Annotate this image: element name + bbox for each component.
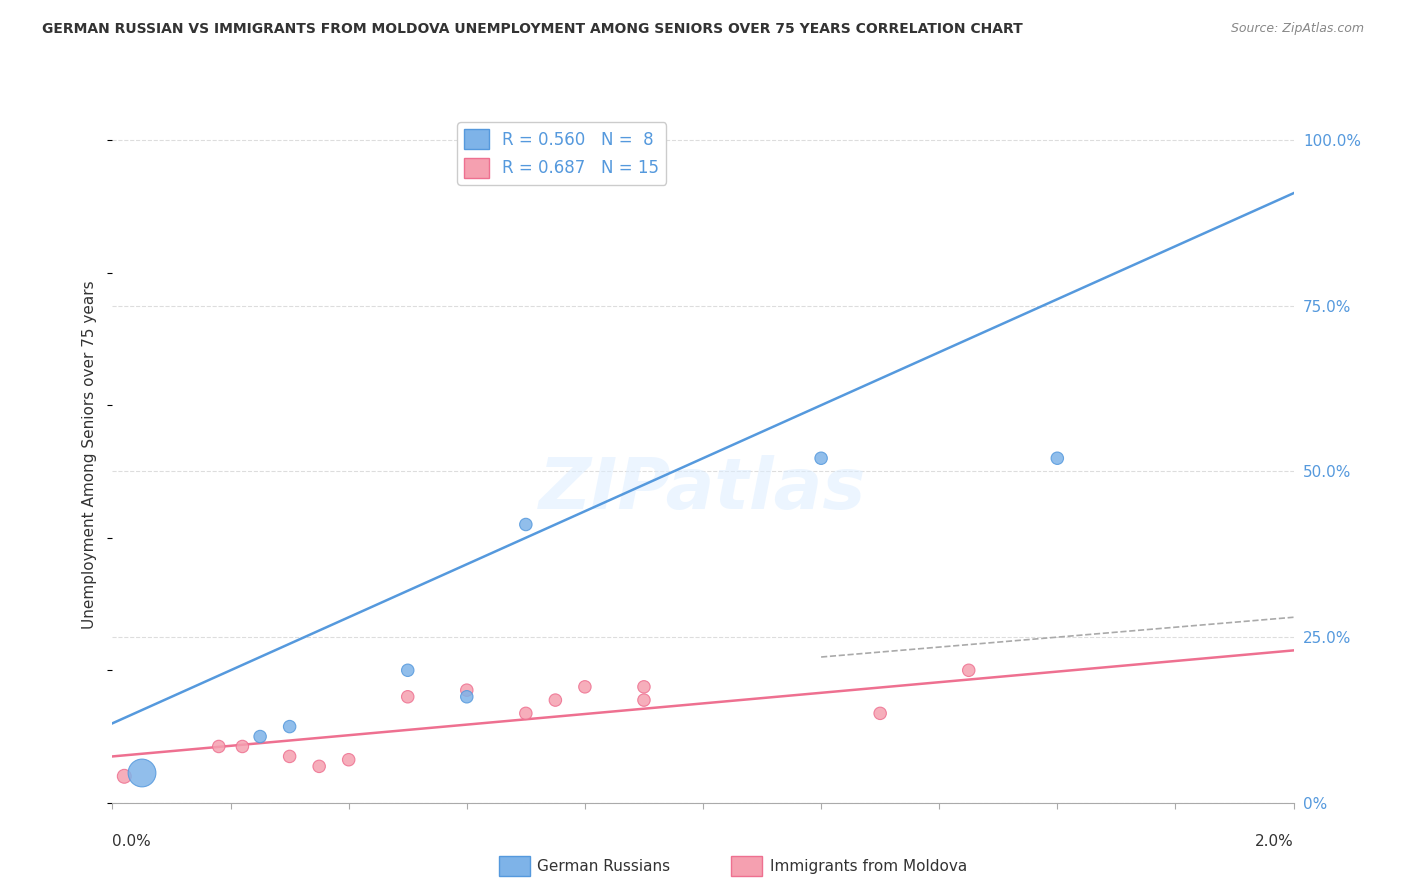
Point [337, 753, 360, 767]
Text: 0.0%: 0.0% [112, 834, 152, 849]
Point [810, 451, 832, 466]
Point [112, 769, 135, 783]
Point [869, 706, 891, 721]
Point [544, 693, 567, 707]
Text: Source: ZipAtlas.com: Source: ZipAtlas.com [1230, 22, 1364, 36]
Point [249, 730, 271, 744]
Point [396, 690, 419, 704]
Text: ZIPatlas: ZIPatlas [540, 455, 866, 524]
Point [515, 706, 537, 721]
Y-axis label: Unemployment Among Seniors over 75 years: Unemployment Among Seniors over 75 years [82, 281, 97, 629]
Text: German Russians: German Russians [537, 859, 671, 873]
Point [231, 739, 253, 754]
Point [396, 663, 419, 677]
Point [456, 683, 478, 698]
Point [208, 739, 231, 754]
Point [1046, 451, 1069, 466]
Text: Immigrants from Moldova: Immigrants from Moldova [770, 859, 967, 873]
Text: GERMAN RUSSIAN VS IMMIGRANTS FROM MOLDOVA UNEMPLOYMENT AMONG SENIORS OVER 75 YEA: GERMAN RUSSIAN VS IMMIGRANTS FROM MOLDOV… [42, 22, 1024, 37]
Point [308, 759, 330, 773]
Point [633, 693, 655, 707]
Point [278, 720, 301, 734]
Legend: R = 0.560   N =  8, R = 0.687   N = 15: R = 0.560 N = 8, R = 0.687 N = 15 [457, 122, 666, 185]
Point [456, 690, 478, 704]
Point [633, 680, 655, 694]
Point [278, 749, 301, 764]
Text: 2.0%: 2.0% [1254, 834, 1294, 849]
Point [574, 680, 596, 694]
Point [515, 517, 537, 532]
Point [957, 663, 980, 677]
Point [131, 766, 153, 780]
